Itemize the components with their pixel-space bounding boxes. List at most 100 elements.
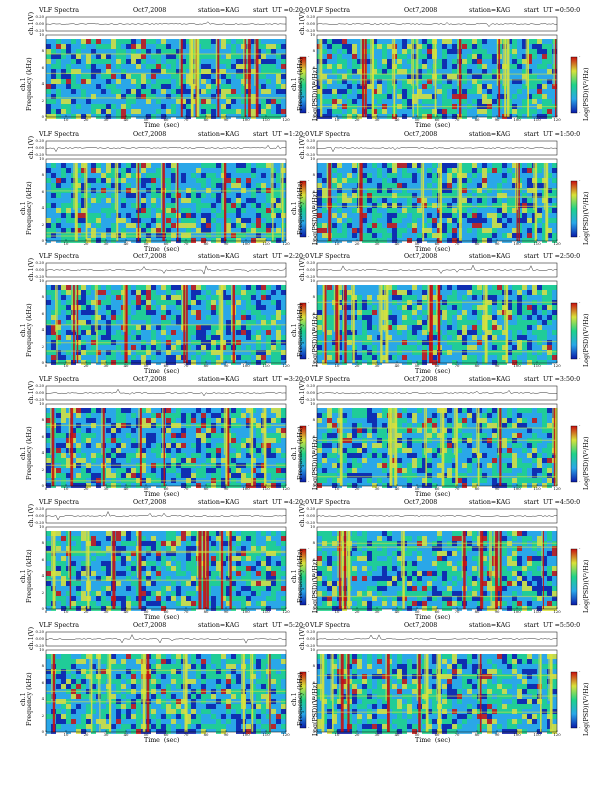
- spectrogram-cell: [56, 408, 61, 413]
- spectrogram-cell: [106, 183, 111, 188]
- spectrogram-cell: [251, 99, 256, 104]
- spectrogram-cell: [387, 59, 392, 64]
- spectrogram-cell: [161, 325, 166, 330]
- y-axis-label: Frequency (kHz): [297, 57, 304, 111]
- y-tick-label: 4: [41, 205, 44, 211]
- spectrogram-cell: [342, 114, 347, 119]
- spectrogram-cell: [46, 223, 51, 228]
- spectrogram-cell: [101, 238, 106, 243]
- x-tick-label: 80: [474, 241, 480, 246]
- spectrogram-cell: [397, 59, 402, 64]
- x-tick-label: 20: [83, 241, 89, 246]
- spectrogram-cell: [432, 335, 437, 340]
- spectrogram-cell: [352, 178, 357, 183]
- spectrogram-cell: [186, 238, 191, 243]
- spectrogram-cell: [196, 473, 201, 478]
- spectrogram-cell: [81, 285, 86, 290]
- spectrogram-cell: [96, 84, 101, 89]
- spectrogram-cell: [477, 193, 482, 198]
- sferic-halo: [433, 39, 435, 86]
- spectrogram-cell: [51, 114, 56, 119]
- spectrogram-cell: [417, 315, 422, 320]
- spectrogram-cell: [477, 238, 482, 243]
- spectrogram-cell: [362, 84, 367, 89]
- spectrogram-cell: [166, 79, 171, 84]
- spectrogram-cell: [46, 345, 51, 350]
- spectrogram-cell: [81, 483, 86, 488]
- spectrogram-cell: [537, 109, 542, 114]
- spectrogram-cell: [216, 198, 221, 203]
- panel-label: VLF Spectra: [310, 253, 350, 260]
- spectrogram-cell: [342, 213, 347, 218]
- spectrogram-cell: [186, 408, 191, 413]
- spectrogram-cell: [121, 79, 126, 84]
- spectrogram-cell: [106, 458, 111, 463]
- spectrogram-cell: [251, 218, 256, 223]
- spectrogram-cell: [347, 285, 352, 290]
- spectrogram-cell: [171, 320, 176, 325]
- spectrogram-cell: [216, 223, 221, 228]
- spectrogram-cell: [151, 305, 156, 310]
- spectrogram-cell: [146, 310, 151, 315]
- spectrogram-cell: [322, 238, 327, 243]
- spectrogram-cell: [442, 59, 447, 64]
- spectrogram-cell: [261, 64, 266, 69]
- spectrogram-cell: [507, 295, 512, 300]
- spectrogram-cell: [422, 163, 427, 168]
- spectrogram-cell: [111, 458, 116, 463]
- spectrogram-cell: [156, 99, 161, 104]
- spectrogram-cell: [231, 208, 236, 213]
- spectrogram-cell: [206, 468, 211, 473]
- sferic-halo: [515, 163, 517, 210]
- spectrogram-cell: [186, 64, 191, 69]
- spectrogram-cell: [276, 238, 281, 243]
- spectrogram-cell: [81, 173, 86, 178]
- spectrogram-cell: [352, 109, 357, 114]
- spectrogram-cell: [532, 84, 537, 89]
- sferic-streak: [232, 285, 235, 363]
- spectrogram-cell: [131, 468, 136, 473]
- spectrogram-cell: [522, 79, 527, 84]
- spectrogram-cell: [477, 213, 482, 218]
- spectrogram-cell: [537, 355, 542, 360]
- spectrogram-cell: [216, 468, 221, 473]
- spectrogram-cell: [266, 89, 271, 94]
- spectrogram-cell: [241, 89, 246, 94]
- x-tick-label: 90: [494, 241, 500, 246]
- spectrogram-cell: [322, 213, 327, 218]
- spectrogram-cell: [372, 74, 377, 79]
- spectrogram-cell: [211, 193, 216, 198]
- spectrogram-cell: [276, 109, 281, 114]
- spectrogram-cell: [447, 330, 452, 335]
- spectrogram-cell: [447, 208, 452, 213]
- sferic-halo: [543, 163, 545, 210]
- spectrogram-cell: [377, 114, 382, 119]
- spectrogram-cell: [126, 64, 131, 69]
- spectrogram-cell: [236, 64, 241, 69]
- spectrogram-cell: [216, 238, 221, 243]
- spectrogram-cell: [412, 228, 417, 233]
- spectrogram-cell: [186, 305, 191, 310]
- spectrogram-cell: [226, 74, 231, 79]
- spectrogram-cell: [447, 193, 452, 198]
- spectrogram-cell: [61, 310, 66, 315]
- spectrogram-cell: [106, 473, 111, 478]
- spectrogram-cell: [186, 193, 191, 198]
- spectrogram-cell: [46, 109, 51, 114]
- spectrogram-cell: [502, 228, 507, 233]
- spectrogram-cell: [146, 193, 151, 198]
- x-tick-label: 120: [553, 117, 561, 122]
- spectrogram-cell: [131, 193, 136, 198]
- spectrogram-cell: [387, 94, 392, 99]
- spectrogram-cell: [96, 54, 101, 59]
- spectrogram-cell: [161, 453, 166, 458]
- spectrogram-cell: [276, 104, 281, 109]
- spectrogram-cell: [402, 193, 407, 198]
- spectrogram-panel-2: VLF Spectra Oct7,2008 station=KAG start UT …: [291, 7, 604, 136]
- spectrogram-cell: [342, 84, 347, 89]
- spectrogram-cell: [201, 453, 206, 458]
- sferic-streak: [504, 39, 507, 117]
- spectrogram-cell: [181, 218, 186, 223]
- spectrogram-cell: [266, 163, 271, 168]
